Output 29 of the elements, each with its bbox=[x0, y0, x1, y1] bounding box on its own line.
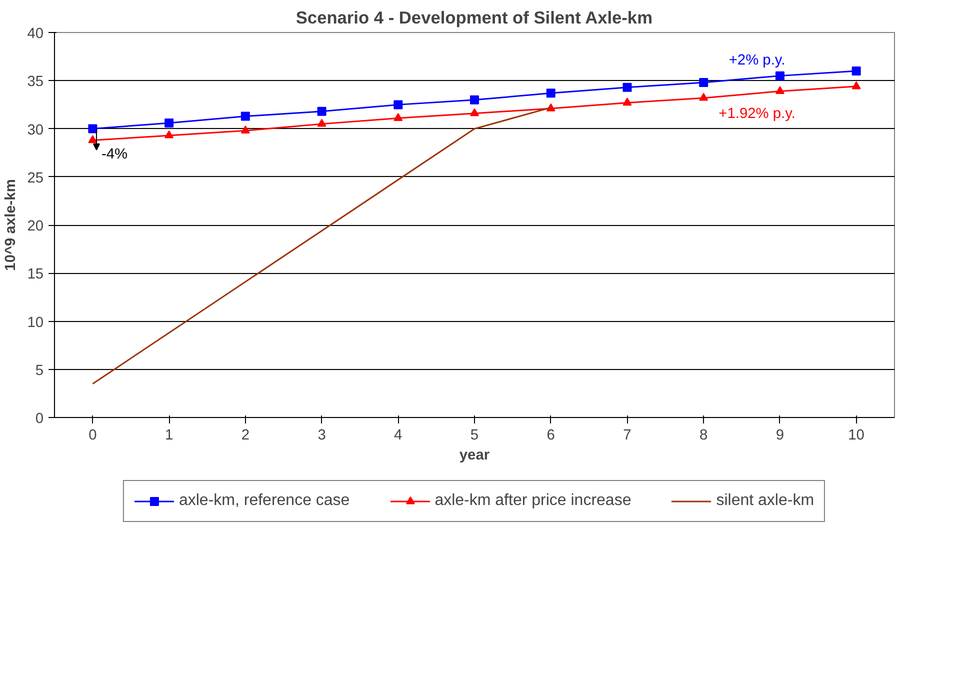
x-tick-label: 5 bbox=[470, 428, 479, 444]
y-tick-label: 10 bbox=[27, 314, 44, 331]
x-tick-label: 7 bbox=[623, 428, 632, 444]
x-tick-label: 10 bbox=[848, 428, 864, 444]
x-tick-label: 8 bbox=[700, 428, 708, 444]
annotation: +1.92% p.y. bbox=[718, 106, 796, 122]
legend-label: axle-km, reference case bbox=[178, 492, 350, 510]
y-tick-label: 15 bbox=[27, 266, 44, 283]
x-tick-label: 1 bbox=[164, 428, 174, 444]
y-tick-label: 0 bbox=[35, 411, 44, 427]
x-tick-label: 9 bbox=[776, 428, 784, 444]
x-tick-label: 4 bbox=[394, 428, 402, 444]
x-tick-label: 2 bbox=[241, 428, 250, 444]
x-tick-label: 3 bbox=[318, 428, 326, 444]
legend-label: silent axle-km bbox=[716, 492, 814, 510]
chart-title: Scenario 4 - Development of Silent Axle-km bbox=[296, 8, 652, 28]
legend-label: axle-km after price increase bbox=[434, 492, 632, 510]
y-tick-label: 20 bbox=[27, 218, 44, 234]
y-axis-title: 10^9 axle-km bbox=[3, 179, 20, 271]
x-axis-title: year bbox=[459, 448, 490, 464]
y-tick-label: 25 bbox=[27, 170, 44, 186]
x-tick-label: 6 bbox=[546, 428, 555, 444]
y-tick-label: 35 bbox=[27, 74, 44, 90]
annotation: +2% p.y. bbox=[728, 52, 786, 69]
y-tick-label: 5 bbox=[35, 362, 44, 379]
x-tick-label: 0 bbox=[88, 428, 97, 444]
y-tick-label: 30 bbox=[27, 122, 44, 138]
annotation: -4% bbox=[102, 146, 128, 162]
y-tick-label: 40 bbox=[27, 26, 44, 42]
